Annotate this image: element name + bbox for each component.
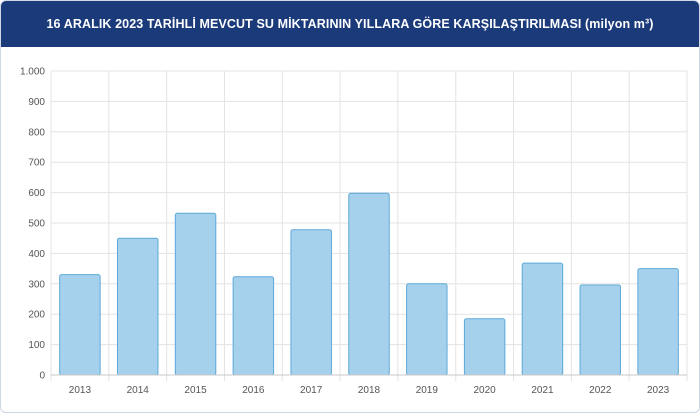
x-tick-label: 2016 bbox=[242, 385, 265, 396]
bar-2015 bbox=[174, 212, 217, 376]
bar-2021 bbox=[521, 262, 564, 376]
x-tick-label: 2021 bbox=[531, 385, 554, 396]
y-tick-label: 100 bbox=[28, 340, 45, 351]
bar-2016 bbox=[232, 276, 275, 376]
x-tick-label: 2013 bbox=[69, 385, 92, 396]
x-tick-label: 2020 bbox=[474, 385, 497, 396]
y-tick-label: 900 bbox=[28, 97, 45, 108]
bar-2014 bbox=[116, 237, 159, 376]
x-tick-label: 2022 bbox=[589, 385, 612, 396]
x-tick-label: 2023 bbox=[647, 385, 670, 396]
x-tick-label: 2014 bbox=[127, 385, 150, 396]
bar-2020 bbox=[463, 318, 506, 376]
y-tick-label: 0 bbox=[39, 371, 45, 382]
x-tick-label: 2015 bbox=[184, 385, 207, 396]
y-tick-label: 400 bbox=[28, 249, 45, 260]
chart-title: 16 ARALIK 2023 TARİHLİ MEVCUT SU MİKTARI… bbox=[1, 1, 699, 47]
y-tick-label: 700 bbox=[28, 158, 45, 169]
x-tick-label: 2019 bbox=[416, 385, 439, 396]
y-tick-label: 1.000 bbox=[20, 67, 45, 78]
y-tick-label: 200 bbox=[28, 310, 45, 321]
bar-2013 bbox=[59, 274, 101, 376]
y-tick-label: 600 bbox=[28, 188, 45, 199]
bar-2018 bbox=[348, 192, 390, 376]
x-tick-label: 2018 bbox=[358, 385, 381, 396]
bar-2023 bbox=[637, 268, 679, 376]
bar-2019 bbox=[406, 283, 448, 376]
y-tick-label: 500 bbox=[28, 219, 45, 230]
bar-2022 bbox=[579, 284, 622, 376]
y-tick-label: 800 bbox=[28, 127, 45, 138]
bar-chart: 0 100 200 300 400 500 600 700 800 900 1.000 2013 201… bbox=[20, 67, 688, 396]
y-tick-label: 300 bbox=[28, 279, 45, 290]
bar-2017 bbox=[290, 229, 332, 376]
x-tick-label: 2017 bbox=[300, 385, 323, 396]
